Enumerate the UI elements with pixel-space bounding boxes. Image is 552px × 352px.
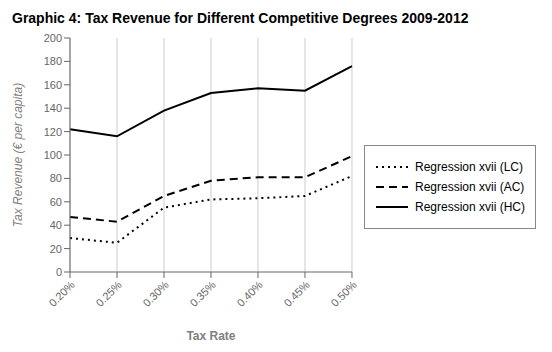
svg-text:140: 140 (44, 102, 62, 114)
svg-text:0.20%: 0.20% (46, 278, 77, 309)
svg-text:200: 200 (44, 32, 62, 44)
svg-text:0.40%: 0.40% (234, 278, 265, 309)
html-text:Regression xvii (LC): Regression xvii (LC) (415, 160, 523, 174)
svg-text:40: 40 (50, 219, 62, 231)
svg-text:160: 160 (44, 79, 62, 91)
svg-text:100: 100 (44, 149, 62, 161)
svg-text:20: 20 (50, 243, 62, 255)
svg-text:120: 120 (44, 126, 62, 138)
svg-text:0.50%: 0.50% (328, 278, 359, 309)
html-text:Graphic 4: Tax Revenue for Dif: Graphic 4: Tax Revenue for Different Com… (12, 10, 469, 26)
svg-text:Tax Revenue (€ per capita): Tax Revenue (€ per capita) (11, 83, 25, 227)
svg-text:60: 60 (50, 196, 62, 208)
svg-text:0.45%: 0.45% (281, 278, 312, 309)
svg-text:0.30%: 0.30% (140, 278, 171, 309)
svg-text:0: 0 (56, 266, 62, 278)
svg-text:180: 180 (44, 55, 62, 67)
svg-text:80: 80 (50, 172, 62, 184)
svg-text:Tax Rate: Tax Rate (186, 329, 235, 343)
html-text:Regression xvii (HC): Regression xvii (HC) (415, 200, 525, 214)
svg-text:0.35%: 0.35% (187, 278, 218, 309)
html-text:Regression xvii (AC): Regression xvii (AC) (415, 180, 525, 194)
svg-text:0.25%: 0.25% (93, 278, 124, 309)
